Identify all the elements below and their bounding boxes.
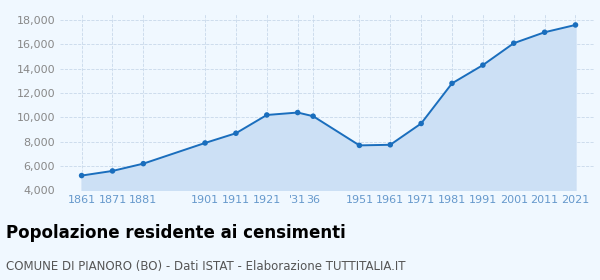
Point <box>540 30 550 34</box>
Point <box>293 110 302 115</box>
Point <box>385 143 395 147</box>
Point <box>355 143 364 148</box>
Point <box>200 141 210 145</box>
Point <box>571 23 580 27</box>
Point <box>308 114 318 118</box>
Point <box>139 161 148 166</box>
Point <box>231 131 241 136</box>
Text: COMUNE DI PIANORO (BO) - Dati ISTAT - Elaborazione TUTTITALIA.IT: COMUNE DI PIANORO (BO) - Dati ISTAT - El… <box>6 260 406 273</box>
Point <box>416 121 426 126</box>
Text: Popolazione residente ai censimenti: Popolazione residente ai censimenti <box>6 224 346 242</box>
Point <box>509 41 518 45</box>
Point <box>107 169 117 173</box>
Point <box>447 81 457 86</box>
Point <box>478 63 488 67</box>
Point <box>77 173 86 178</box>
Point <box>262 113 272 117</box>
